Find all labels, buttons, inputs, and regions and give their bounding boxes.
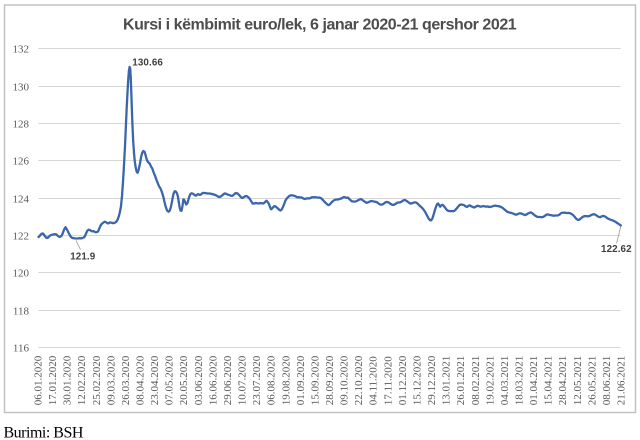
svg-text:28.09.2020: 28.09.2020 — [324, 355, 336, 405]
svg-text:Kursi i këmbimit euro/lek, 6 j: Kursi i këmbimit euro/lek, 6 janar 2020-… — [123, 16, 517, 33]
svg-text:122: 122 — [13, 230, 30, 242]
svg-text:126: 126 — [13, 155, 30, 167]
svg-text:118: 118 — [13, 305, 30, 317]
svg-text:06.01.2020: 06.01.2020 — [33, 355, 45, 405]
svg-text:08.06.2021: 08.06.2021 — [601, 356, 613, 406]
svg-text:25.02.2020: 25.02.2020 — [91, 355, 103, 405]
svg-text:23.04.2020: 23.04.2020 — [149, 355, 161, 405]
svg-text:18.03.2021: 18.03.2021 — [514, 356, 526, 406]
svg-text:01.09.2020: 01.09.2020 — [295, 355, 307, 405]
svg-text:04.11.2020: 04.11.2020 — [368, 356, 380, 406]
svg-text:122.62: 122.62 — [601, 244, 632, 255]
svg-text:128: 128 — [13, 118, 30, 130]
svg-text:16.06.2020: 16.06.2020 — [207, 355, 219, 405]
svg-text:08.04.2020: 08.04.2020 — [135, 355, 147, 405]
svg-text:29.12.2020: 29.12.2020 — [426, 355, 438, 405]
svg-text:03.06.2020: 03.06.2020 — [193, 355, 205, 405]
svg-text:15.12.2020: 15.12.2020 — [412, 355, 424, 405]
svg-text:21.06.2021: 21.06.2021 — [616, 356, 628, 406]
svg-text:26.01.2021: 26.01.2021 — [455, 356, 467, 406]
svg-text:19.02.2021: 19.02.2021 — [484, 356, 496, 406]
svg-text:15.04.2021: 15.04.2021 — [543, 356, 555, 406]
svg-text:17.11.2020: 17.11.2020 — [382, 356, 394, 406]
svg-text:13.01.2021: 13.01.2021 — [441, 356, 453, 406]
svg-text:07.05.2020: 07.05.2020 — [164, 355, 176, 405]
svg-text:22.10.2020: 22.10.2020 — [353, 355, 365, 405]
svg-text:12.02.2020: 12.02.2020 — [76, 355, 88, 405]
svg-text:120: 120 — [13, 267, 30, 279]
svg-text:26.03.2020: 26.03.2020 — [120, 355, 132, 405]
svg-text:09.03.2020: 09.03.2020 — [105, 355, 117, 405]
svg-text:20.05.2020: 20.05.2020 — [178, 355, 190, 405]
svg-text:01.12.2020: 01.12.2020 — [397, 355, 409, 405]
svg-text:30.01.2020: 30.01.2020 — [62, 355, 74, 405]
svg-text:23.07.2020: 23.07.2020 — [251, 355, 263, 405]
svg-text:132: 132 — [13, 43, 30, 55]
svg-text:17.01.2020: 17.01.2020 — [47, 355, 59, 405]
svg-text:01.04.2021: 01.04.2021 — [528, 356, 540, 406]
svg-text:15.09.2020: 15.09.2020 — [309, 355, 321, 405]
svg-text:28.04.2021: 28.04.2021 — [557, 356, 569, 406]
svg-text:10.07.2020: 10.07.2020 — [237, 355, 249, 405]
svg-text:130.66: 130.66 — [132, 58, 163, 69]
svg-text:09.10.2020: 09.10.2020 — [339, 355, 351, 405]
svg-text:116: 116 — [13, 342, 30, 354]
svg-text:19.08.2020: 19.08.2020 — [280, 355, 292, 405]
svg-text:124: 124 — [13, 193, 30, 205]
svg-text:Burimi: BSH: Burimi: BSH — [4, 424, 84, 440]
svg-text:06.08.2020: 06.08.2020 — [266, 355, 278, 405]
svg-text:04.03.2021: 04.03.2021 — [499, 356, 511, 406]
svg-text:130: 130 — [13, 81, 30, 93]
svg-text:12.05.2021: 12.05.2021 — [572, 356, 584, 406]
svg-text:26.05.2021: 26.05.2021 — [586, 356, 598, 406]
svg-text:08.02.2021: 08.02.2021 — [470, 356, 482, 406]
svg-text:121.9: 121.9 — [70, 251, 96, 262]
svg-text:29.06.2020: 29.06.2020 — [222, 355, 234, 405]
